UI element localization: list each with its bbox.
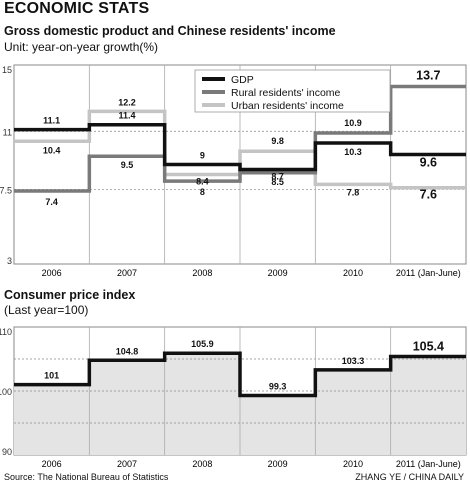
data-label: 10.9 bbox=[344, 118, 362, 128]
income-growth-chart: 3 7.5 11 15 2006 2007 2008 2009 2010 2011 (Jan-Ju… bbox=[0, 64, 467, 278]
y-tick-label: 3 bbox=[7, 256, 12, 266]
data-label: 105.4 bbox=[413, 339, 444, 353]
y-tick-label: 7.5 bbox=[0, 185, 12, 195]
data-label: 9.6 bbox=[420, 156, 437, 170]
legend-entry: Rural residents' income bbox=[231, 87, 341, 99]
y-tick-label: 15 bbox=[2, 65, 12, 75]
data-label: 8.5 bbox=[271, 177, 284, 187]
credit-note: ZHANG YE / CHINA DAILY bbox=[355, 472, 464, 482]
chart-subtitle-cpi: (Last year=100) bbox=[4, 303, 89, 317]
data-label: 105.9 bbox=[191, 339, 214, 349]
x-tick-label: 2006 bbox=[42, 459, 62, 469]
data-label: 10.4 bbox=[43, 145, 61, 155]
data-label: 12.2 bbox=[118, 97, 136, 107]
source-note: Source: The National Bureau of Statistic… bbox=[4, 472, 169, 482]
y-tick-label: 11 bbox=[3, 127, 12, 137]
x-tick-label: 2008 bbox=[192, 459, 212, 469]
x-tick-label: 2010 bbox=[343, 268, 363, 278]
data-label: 9 bbox=[200, 151, 205, 161]
page-title: ECONOMIC STATS bbox=[4, 0, 150, 17]
chart-subtitle-income: Unit: year-on-year growth(%) bbox=[4, 40, 159, 54]
data-label: 7.4 bbox=[45, 197, 58, 207]
series-line bbox=[14, 84, 466, 193]
x-tick-label: 2009 bbox=[268, 268, 288, 278]
x-tick-label: 2011 (Jan-June) bbox=[396, 268, 461, 278]
legend-entry: GDP bbox=[231, 74, 254, 86]
chart-title-income: Gross domestic product and Chinese resid… bbox=[4, 24, 336, 38]
data-label: 13.7 bbox=[416, 69, 440, 83]
chart-title-cpi: Consumer price index bbox=[4, 288, 136, 302]
data-label: 8.7 bbox=[271, 171, 284, 181]
x-tick-label: 2009 bbox=[268, 459, 288, 469]
data-label: 101 bbox=[44, 371, 59, 381]
data-label: 8 bbox=[200, 187, 205, 197]
x-tick-label: 2006 bbox=[42, 268, 62, 278]
y-tick-label: 110 bbox=[0, 327, 12, 337]
x-tick-label: 2010 bbox=[343, 459, 363, 469]
data-label: 7.8 bbox=[347, 187, 360, 197]
data-label: 9.5 bbox=[121, 160, 134, 170]
x-tick-label: 2011 (Jan-June) bbox=[396, 459, 461, 469]
cpi-line bbox=[14, 351, 466, 398]
x-tick-label: 2008 bbox=[192, 268, 212, 278]
data-label: 99.3 bbox=[269, 381, 287, 391]
data-label: 10.3 bbox=[344, 147, 362, 157]
data-label: 8.4 bbox=[196, 176, 209, 186]
y-tick-label: 100 bbox=[0, 387, 12, 397]
data-label: 7.6 bbox=[420, 188, 437, 202]
data-label: 11.4 bbox=[118, 111, 135, 121]
legend-entry: Urban residents' income bbox=[231, 100, 344, 112]
data-label: 9.8 bbox=[271, 136, 284, 146]
data-label: 11.1 bbox=[43, 116, 60, 126]
data-label: 103.3 bbox=[342, 356, 365, 366]
series-line bbox=[14, 122, 466, 172]
data-label: 104.8 bbox=[116, 346, 139, 356]
x-tick-label: 2007 bbox=[117, 459, 137, 469]
legend-box bbox=[194, 69, 391, 113]
x-tick-label: 2007 bbox=[117, 268, 137, 278]
y-tick-label: 90 bbox=[2, 447, 12, 457]
